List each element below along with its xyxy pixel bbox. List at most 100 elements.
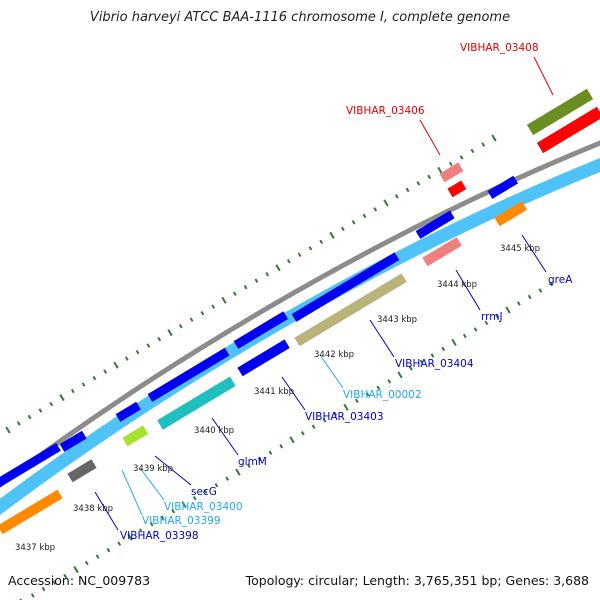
tick-dot — [70, 388, 75, 394]
feature-red-03406 — [447, 180, 467, 198]
feature-orange-greA — [494, 201, 528, 227]
cds-block — [415, 210, 455, 239]
tick-dot — [505, 306, 511, 314]
gene-label-vibhar_03406: VIBHAR_03406 — [346, 105, 425, 117]
feature-olive-00002 — [294, 273, 407, 347]
tick-dot — [473, 327, 478, 332]
tick-dot — [59, 394, 65, 402]
tick-dot — [124, 356, 129, 361]
tick-dot — [419, 359, 424, 365]
tick-dot — [92, 375, 97, 381]
tick-dot — [214, 482, 219, 488]
tick-dot — [343, 403, 349, 411]
tick-dot — [405, 187, 410, 193]
cds-block — [487, 175, 519, 199]
kbp-tick-label: 3437 kbp — [15, 543, 55, 553]
tick-dot — [462, 333, 467, 339]
cds-block — [233, 311, 289, 349]
label-leader-line — [139, 467, 165, 501]
tick-dot — [225, 476, 230, 481]
tick-dot — [95, 554, 100, 559]
kbp-tick-label: 3444 kbp — [437, 280, 477, 290]
tick-dot — [243, 285, 248, 290]
cds-block — [291, 252, 400, 322]
label-leader-line — [281, 376, 306, 411]
tick-dot — [308, 246, 313, 251]
tick-dot — [73, 566, 79, 574]
tick-dot — [246, 463, 251, 468]
tick-dot — [235, 468, 241, 476]
label-leader-line — [94, 491, 119, 531]
gene-label-glmm: glmM — [238, 456, 267, 468]
label-leader-line — [319, 354, 344, 389]
tick-dot — [470, 148, 475, 154]
tick-dot — [333, 411, 338, 417]
feature-orange-3398 — [0, 489, 63, 535]
label-leader-line — [419, 119, 441, 156]
tick-dot — [441, 346, 446, 352]
tick-dot — [279, 444, 284, 449]
gene-label-rrmj: rrmJ — [481, 311, 503, 323]
gene-label-vibhar_03398: VIBHAR_03398 — [120, 530, 199, 542]
label-leader-line — [369, 319, 395, 358]
tick-dot — [189, 317, 194, 322]
tick-dot — [232, 291, 237, 296]
tick-dot — [311, 424, 316, 430]
tick-dot — [192, 495, 197, 501]
tick-dot — [167, 329, 173, 337]
label-leader-line — [211, 417, 239, 456]
kbp-tick-label: 3440 kbp — [194, 426, 234, 436]
tick-dot — [340, 226, 345, 232]
tick-dot — [178, 323, 183, 329]
map-title: Vibrio harveyi ATCC BAA-1116 chromosome … — [89, 10, 511, 25]
tick-dot — [103, 369, 108, 374]
feature-pink-rrmJ — [422, 237, 462, 267]
tick-dot — [394, 194, 399, 199]
tick-dot — [5, 426, 11, 434]
tick-dot — [322, 418, 327, 423]
tick-dot — [160, 515, 165, 520]
tick-dot — [127, 533, 133, 541]
accession-text: Accession: NC_009783 — [8, 573, 151, 588]
label-leader-line — [521, 234, 547, 273]
tick-dot — [351, 220, 356, 225]
tick-dot — [459, 155, 464, 160]
tick-dot — [297, 252, 302, 258]
tick-dot — [81, 382, 86, 387]
gene-label-vibhar_03408: VIBHAR_03408 — [460, 42, 539, 54]
tick-dot — [257, 457, 262, 462]
tick-dot — [516, 301, 521, 306]
tick-dot — [427, 174, 432, 180]
tick-dot — [376, 385, 381, 391]
tick-dot — [329, 231, 335, 239]
tick-dot — [354, 398, 359, 404]
gene-label-vibhar_03403: VIBHAR_03403 — [305, 411, 384, 423]
kbp-tick-label: 3438 kbp — [73, 504, 113, 514]
tick-dot — [416, 181, 421, 186]
tick-dot — [41, 586, 46, 592]
tick-dot — [221, 296, 227, 304]
kbp-tick-label: 3445 kbp — [500, 244, 540, 254]
feature-cyan-glmM — [157, 376, 236, 430]
tick-dot — [481, 142, 486, 147]
feature-red-03408 — [536, 106, 600, 154]
tick-dot — [265, 272, 270, 277]
kbp-tick-label: 3439 kbp — [133, 464, 173, 474]
tick-dot — [63, 573, 68, 579]
kbp-tick-label: 3442 kbp — [314, 350, 354, 360]
genome-info-text: Topology: circular; Length: 3,765,351 bp… — [245, 573, 589, 588]
feature-blue-03403 — [237, 339, 290, 377]
tick-dot — [397, 371, 403, 379]
cds-block — [147, 347, 230, 402]
tick-dot — [30, 593, 35, 598]
tick-dot — [362, 213, 367, 219]
gene-label-grea: greA — [548, 274, 573, 286]
gene-label-secg: secG — [191, 486, 217, 498]
features-layer — [0, 88, 600, 535]
tick-dot — [448, 161, 453, 167]
label-leader-line — [154, 455, 192, 486]
tick-dot — [451, 338, 457, 346]
tick-dot — [106, 547, 111, 553]
